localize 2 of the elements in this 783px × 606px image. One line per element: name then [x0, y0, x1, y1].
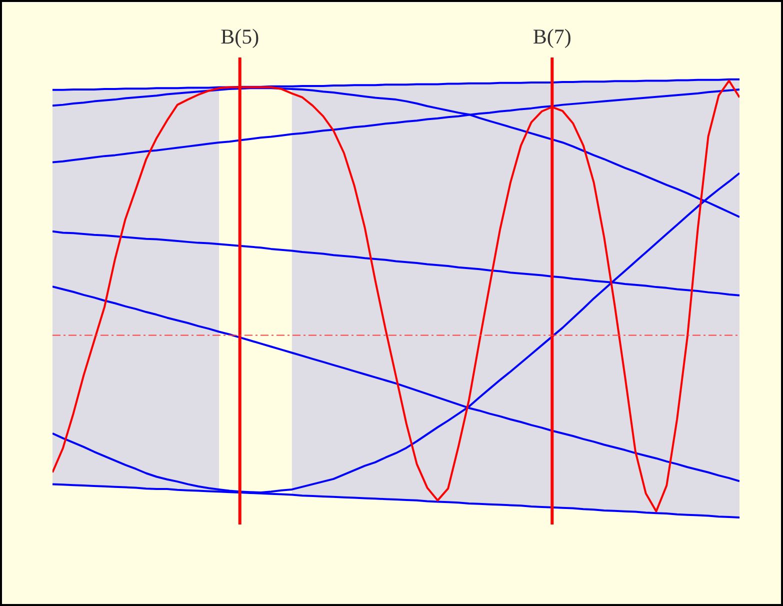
x-tick-label: B(7) [532, 24, 572, 48]
x-tick-label: B(5) [220, 24, 260, 48]
